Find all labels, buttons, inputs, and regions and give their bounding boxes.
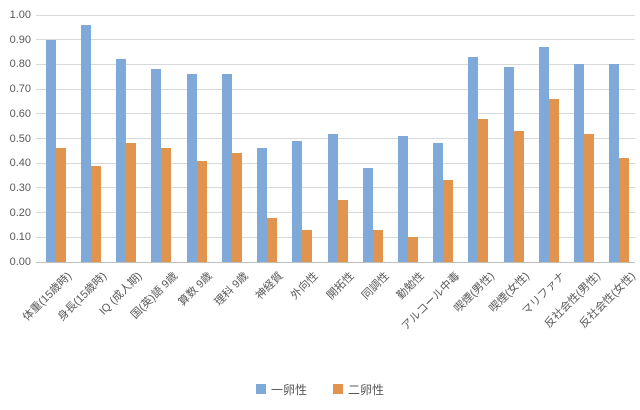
x-axis-category-label: 同調性: [359, 270, 392, 302]
bar-dizygotic-13: [513, 131, 524, 262]
gridline: [36, 113, 635, 115]
y-axis-tick-label: 0.00: [9, 256, 31, 268]
bar-monozygotic-6: [257, 148, 268, 262]
y-axis-tick-label: 0.50: [9, 132, 31, 145]
bar-dizygotic-11: [443, 180, 454, 262]
y-axis-tick-label: 0.80: [9, 58, 31, 71]
gridline: [36, 39, 635, 41]
x-axis-category-label: 開拓性: [324, 270, 357, 302]
chart-legend: 一卵性 二卵性: [0, 380, 640, 398]
bar-monozygotic-11: [433, 143, 444, 262]
bar-dizygotic-0: [55, 148, 66, 262]
bar-monozygotic-8: [327, 133, 338, 262]
x-axis-line: [36, 261, 635, 263]
gridline: [36, 88, 635, 90]
bar-dizygotic-12: [478, 118, 489, 262]
bar-monozygotic-14: [538, 47, 549, 262]
bar-dizygotic-15: [584, 133, 595, 262]
y-axis-tick-label: 0.30: [9, 181, 31, 194]
bar-monozygotic-10: [397, 136, 408, 262]
bar-dizygotic-9: [372, 229, 383, 262]
bar-dizygotic-10: [407, 237, 418, 262]
y-axis-tick-label: 0.90: [9, 33, 31, 46]
x-axis-category-label: 算数 9歳: [176, 270, 216, 309]
bar-monozygotic-7: [292, 140, 303, 262]
bar-monozygotic-13: [503, 66, 514, 262]
bar-dizygotic-14: [548, 98, 559, 262]
gridline: [36, 63, 635, 65]
bar-dizygotic-6: [267, 217, 278, 262]
legend-item-monozygotic: 一卵性: [255, 381, 307, 398]
bar-dizygotic-5: [231, 153, 242, 262]
bar-dizygotic-3: [161, 148, 172, 262]
y-axis-tick-label: 0.40: [9, 157, 31, 170]
bar-dizygotic-16: [619, 158, 630, 262]
gridline: [36, 14, 635, 16]
bar-monozygotic-15: [574, 64, 585, 262]
bar-dizygotic-4: [196, 160, 207, 262]
bar-dizygotic-2: [126, 143, 137, 262]
bar-monozygotic-1: [80, 24, 91, 262]
legend-item-dizygotic: 二卵性: [333, 381, 384, 398]
x-axis-category-label: 神経質: [253, 270, 286, 302]
legend-label-dizygotic: 二卵性: [348, 382, 385, 397]
bar-monozygotic-2: [116, 59, 127, 262]
x-axis-category-label: 外向性: [289, 270, 321, 302]
bar-monozygotic-5: [221, 74, 232, 262]
legend-swatch-monozygotic: [255, 384, 266, 394]
x-axis-category-label: 理科 9歳: [212, 270, 251, 309]
bar-monozygotic-16: [609, 64, 620, 262]
plot-area: [36, 14, 635, 263]
y-axis-tick-label: 0.20: [9, 206, 31, 219]
bar-dizygotic-8: [337, 200, 348, 262]
bar-dizygotic-7: [302, 229, 313, 262]
legend-label-monozygotic: 一卵性: [270, 382, 307, 397]
bar-monozygotic-3: [151, 69, 162, 262]
y-axis-tick-label: 0.70: [9, 83, 31, 96]
legend-swatch-dizygotic: [333, 384, 343, 394]
y-axis-tick-label: 0.10: [9, 231, 31, 244]
bar-monozygotic-9: [362, 168, 373, 262]
bar-monozygotic-4: [186, 74, 197, 262]
bar-monozygotic-0: [45, 39, 56, 262]
bar-monozygotic-12: [468, 56, 479, 262]
bar-dizygotic-1: [90, 165, 101, 262]
y-axis-tick-label: 0.60: [9, 107, 31, 120]
y-axis-tick-label: 1.00: [9, 9, 31, 21]
